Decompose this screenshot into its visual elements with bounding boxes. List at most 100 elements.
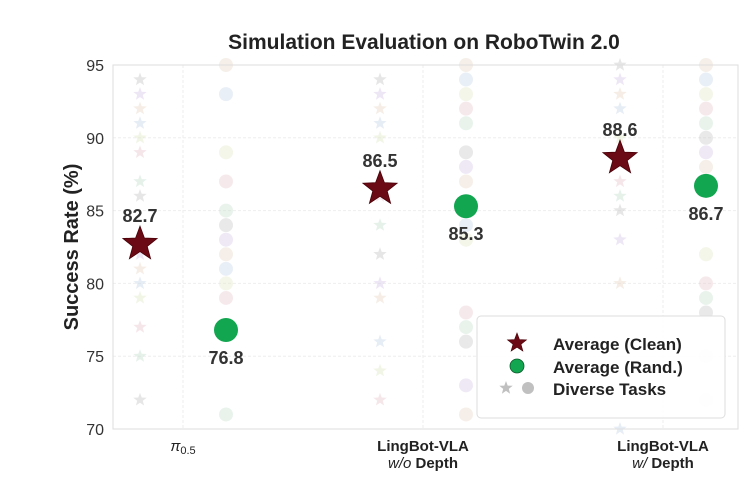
clean-average-star xyxy=(361,169,399,205)
diverse-task-circle xyxy=(699,101,713,116)
diverse-task-star xyxy=(133,320,147,333)
diverse-task-circle xyxy=(699,159,713,174)
diverse-task-star xyxy=(613,422,627,435)
y-tick-label: 95 xyxy=(86,58,104,75)
x-tick-bold: Depth xyxy=(411,455,458,472)
diverse-task-circle xyxy=(699,290,713,305)
clean-value-label: 88.6 xyxy=(602,120,637,140)
diverse-task-star xyxy=(613,189,627,202)
y-tick-label: 70 xyxy=(86,422,104,439)
diverse-task-star xyxy=(373,334,387,348)
diverse-task-star xyxy=(373,101,387,115)
clean-average-star xyxy=(121,224,159,260)
diverse-task-circle xyxy=(219,247,233,262)
legend-circle-icon xyxy=(509,358,525,374)
legend-grey-circle-icon xyxy=(522,382,534,394)
diverse-task-circle xyxy=(459,101,473,116)
diverse-task-circle xyxy=(219,232,233,247)
diverse-task-star xyxy=(133,116,147,129)
diverse-task-circle xyxy=(459,378,473,393)
diverse-task-circle xyxy=(459,87,473,102)
rand-average-circle xyxy=(214,317,238,342)
rand-average-circle xyxy=(454,194,478,219)
diverse-task-circle xyxy=(699,276,713,291)
diverse-task-star xyxy=(373,392,387,406)
diverse-task-circle xyxy=(219,218,233,233)
legend-star-icon xyxy=(506,332,528,352)
diverse-task-circle xyxy=(699,87,713,102)
diverse-task-star xyxy=(133,189,147,202)
diverse-task-star xyxy=(373,218,387,231)
diverse-task-star xyxy=(373,291,387,304)
diverse-task-star xyxy=(613,174,627,188)
diverse-task-circle xyxy=(219,290,233,305)
diverse-task-circle xyxy=(459,218,473,233)
diverse-task-circle xyxy=(699,72,713,87)
diverse-task-circle xyxy=(459,145,473,160)
clean-value-label: 86.5 xyxy=(362,151,397,171)
legend-box xyxy=(476,315,726,419)
diverse-task-star xyxy=(133,145,147,158)
clean-average-star xyxy=(601,139,639,174)
diverse-task-star xyxy=(613,72,627,86)
diverse-task-star xyxy=(133,101,147,115)
diverse-task-star xyxy=(373,130,387,144)
diverse-task-star xyxy=(613,276,627,290)
x-tick-label: LingBot-VLA xyxy=(377,438,469,455)
legend-label-rand: Average (Rand.) xyxy=(553,358,683,377)
diverse-task-star xyxy=(373,116,387,129)
diverse-task-star xyxy=(373,72,387,86)
diverse-task-circle xyxy=(219,276,233,291)
diverse-task-star xyxy=(133,130,147,144)
rand-average-circle xyxy=(694,173,718,198)
rand-value-label: 85.3 xyxy=(448,224,483,244)
diverse-task-circle xyxy=(219,87,233,102)
diverse-task-circle xyxy=(459,116,473,131)
diverse-task-circle xyxy=(219,174,233,189)
diverse-task-star xyxy=(133,392,147,406)
diverse-task-star xyxy=(373,87,387,100)
diverse-task-star xyxy=(133,87,147,100)
plot-frame xyxy=(112,64,739,430)
y-tick-label: 80 xyxy=(86,276,104,293)
y-tick-label: 85 xyxy=(86,204,104,221)
chart-title: Simulation Evaluation on RoboTwin 2.0 xyxy=(228,31,620,54)
diverse-task-circle xyxy=(699,145,713,160)
diverse-task-circle xyxy=(219,145,233,160)
clean-value-label: 82.7 xyxy=(122,206,157,226)
diverse-task-circle xyxy=(459,174,473,189)
diverse-task-star xyxy=(133,291,147,304)
diverse-task-star xyxy=(613,101,627,115)
diverse-task-star xyxy=(613,58,627,71)
diverse-task-star xyxy=(373,363,387,377)
y-tick-label: 90 xyxy=(86,131,104,148)
diverse-task-circle xyxy=(699,247,713,262)
diverse-task-star xyxy=(133,174,147,188)
diverse-task-circle xyxy=(459,72,473,87)
y-tick-label: 75 xyxy=(86,349,104,366)
diverse-task-circle xyxy=(219,203,233,218)
diverse-task-circle xyxy=(699,116,713,131)
diverse-task-circle xyxy=(459,320,473,335)
diverse-task-star xyxy=(373,276,387,290)
y-axis-label: Success Rate (%) xyxy=(61,164,83,331)
diverse-task-star xyxy=(613,130,627,144)
diverse-task-star xyxy=(613,87,627,100)
legend-label-diverse: Diverse Tasks xyxy=(553,380,666,399)
diverse-task-star xyxy=(133,261,147,275)
rand-value-label: 76.8 xyxy=(208,348,243,368)
diverse-task-star xyxy=(133,276,147,290)
diverse-task-circle xyxy=(459,407,473,422)
diverse-task-star xyxy=(373,247,387,260)
x-tick-subscript: 0.5 xyxy=(180,445,195,457)
diverse-task-circle xyxy=(219,261,233,276)
x-tick-bold: Depth xyxy=(647,455,694,472)
diverse-task-circle xyxy=(459,334,473,349)
legend-label-clean: Average (Clean) xyxy=(553,335,682,354)
diverse-task-circle xyxy=(219,407,233,422)
diverse-task-circle xyxy=(459,232,473,247)
x-tick-italic: w/o xyxy=(388,455,411,472)
diverse-task-star xyxy=(133,72,147,86)
diverse-task-circle xyxy=(459,159,473,174)
x-tick-label: π0.5 xyxy=(170,438,195,457)
